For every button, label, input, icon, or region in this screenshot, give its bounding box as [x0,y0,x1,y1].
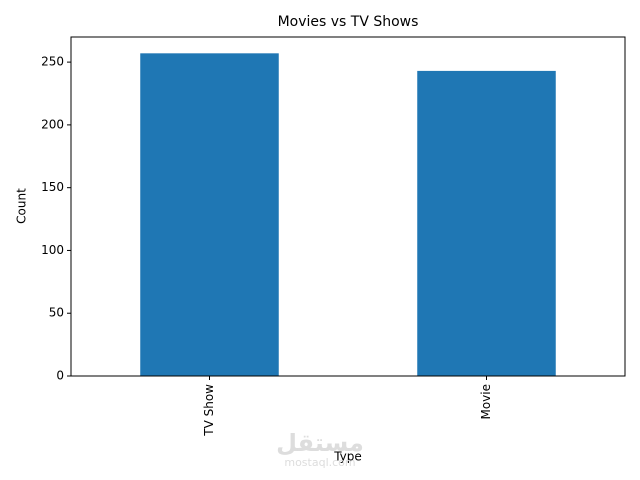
y-tick-label: 0 [56,369,64,383]
watermark-arabic: مستقل [276,429,364,457]
watermark-site: mostaql.com [284,456,355,469]
bar [140,53,279,376]
y-tick-label: 200 [41,117,64,131]
x-tick-label: TV Show [202,384,216,437]
y-tick-label: 150 [41,180,64,194]
plot-frame [70,36,626,377]
x-tick-label: Movie [479,384,493,420]
y-axis-label: Count [15,188,29,224]
y-tick-label: 250 [41,55,64,69]
y-tick-label: 100 [41,243,64,257]
bar [417,70,556,377]
x-axis-label: Type [333,450,362,464]
chart-title: Movies vs TV Shows [278,14,419,30]
y-tick-label: 50 [49,306,64,320]
